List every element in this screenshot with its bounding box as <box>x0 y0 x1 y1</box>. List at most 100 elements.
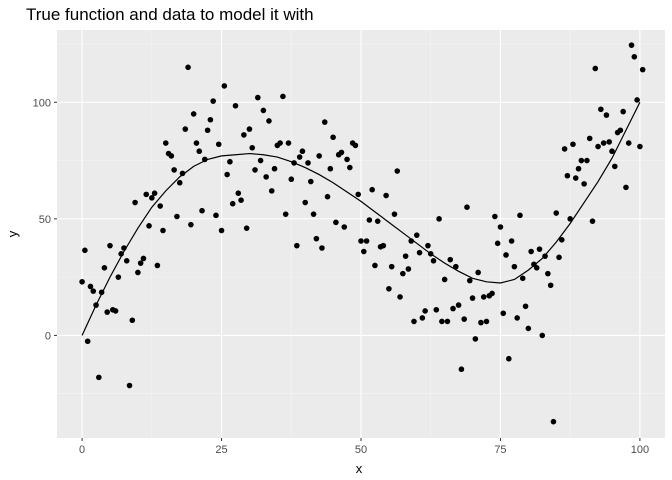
data-point <box>478 319 484 326</box>
data-point <box>500 310 507 317</box>
data-point <box>637 143 643 150</box>
data-point <box>305 160 311 166</box>
x-axis-title: x <box>356 461 363 476</box>
data-point <box>316 153 322 159</box>
data-point <box>280 93 286 100</box>
data-point <box>559 237 565 243</box>
data-point <box>294 242 300 249</box>
data-point <box>271 165 278 172</box>
data-point <box>603 112 610 118</box>
data-point <box>310 211 317 217</box>
data-point <box>207 116 214 123</box>
data-point <box>366 217 373 223</box>
data-point <box>408 238 415 244</box>
y-tick-label: 50 <box>39 214 51 226</box>
data-point <box>472 336 479 342</box>
data-point <box>358 238 364 244</box>
data-point <box>511 263 518 270</box>
data-point <box>506 355 512 362</box>
data-point <box>101 265 108 271</box>
data-point <box>308 178 314 185</box>
data-point <box>146 223 152 229</box>
data-point <box>118 251 124 257</box>
data-point <box>96 374 102 381</box>
data-point <box>575 165 582 172</box>
data-point <box>620 108 626 115</box>
data-point <box>374 218 381 224</box>
data-point <box>561 146 568 152</box>
data-point <box>196 148 203 155</box>
data-point <box>227 158 233 165</box>
data-point <box>171 167 177 173</box>
data-point <box>107 242 113 249</box>
data-point <box>132 199 138 206</box>
data-point <box>232 102 239 109</box>
data-point <box>204 127 211 134</box>
data-point <box>453 263 459 270</box>
data-point <box>90 288 97 294</box>
data-point <box>553 210 560 216</box>
data-point <box>84 338 91 345</box>
data-point <box>489 290 495 297</box>
data-point <box>617 127 624 134</box>
data-point <box>221 83 228 89</box>
data-point <box>252 167 258 173</box>
data-point <box>433 306 440 313</box>
data-point <box>480 294 487 300</box>
x-tick-label: 50 <box>355 444 367 456</box>
data-point <box>277 140 283 146</box>
data-point <box>338 149 345 156</box>
data-point <box>330 134 336 141</box>
data-point <box>469 295 476 301</box>
data-point <box>400 270 406 277</box>
data-point <box>539 332 546 339</box>
data-point <box>564 172 571 179</box>
data-point <box>411 318 417 325</box>
data-point <box>397 294 403 300</box>
data-point <box>586 135 593 142</box>
y-tick-label: 0 <box>45 330 51 342</box>
data-point <box>600 140 607 146</box>
data-point <box>570 141 576 148</box>
data-point <box>288 176 295 183</box>
data-point <box>606 139 613 145</box>
data-point <box>436 216 442 222</box>
data-point <box>321 119 328 125</box>
x-tick-label: 75 <box>494 444 506 456</box>
x-tick-label: 0 <box>79 444 85 456</box>
data-point <box>190 111 197 117</box>
data-point <box>115 274 122 280</box>
data-point <box>143 191 150 198</box>
x-tick-label: 100 <box>631 444 649 456</box>
data-point <box>246 126 253 132</box>
data-point <box>285 140 292 146</box>
data-point <box>188 221 194 228</box>
data-point <box>394 168 401 174</box>
data-point <box>210 98 216 104</box>
data-point <box>444 318 451 325</box>
data-point <box>126 382 133 389</box>
data-point <box>268 188 275 194</box>
data-point <box>419 315 426 321</box>
data-point <box>492 213 498 220</box>
data-point <box>427 251 434 257</box>
data-point <box>483 318 490 325</box>
data-point <box>372 262 378 269</box>
data-point <box>545 270 551 277</box>
data-point <box>405 266 412 272</box>
y-axis-title: y <box>5 230 20 237</box>
data-point <box>313 235 320 242</box>
data-point <box>578 157 585 164</box>
data-point <box>639 66 646 73</box>
data-point <box>87 283 94 290</box>
data-point <box>324 193 331 200</box>
data-point <box>235 190 242 196</box>
y-axis: 0 50 100 <box>33 97 57 342</box>
data-point <box>140 255 147 262</box>
data-point <box>282 211 289 217</box>
data-point <box>391 211 398 217</box>
data-point <box>151 190 158 196</box>
data-point <box>213 212 219 219</box>
data-point <box>160 227 166 234</box>
data-point <box>255 94 261 101</box>
